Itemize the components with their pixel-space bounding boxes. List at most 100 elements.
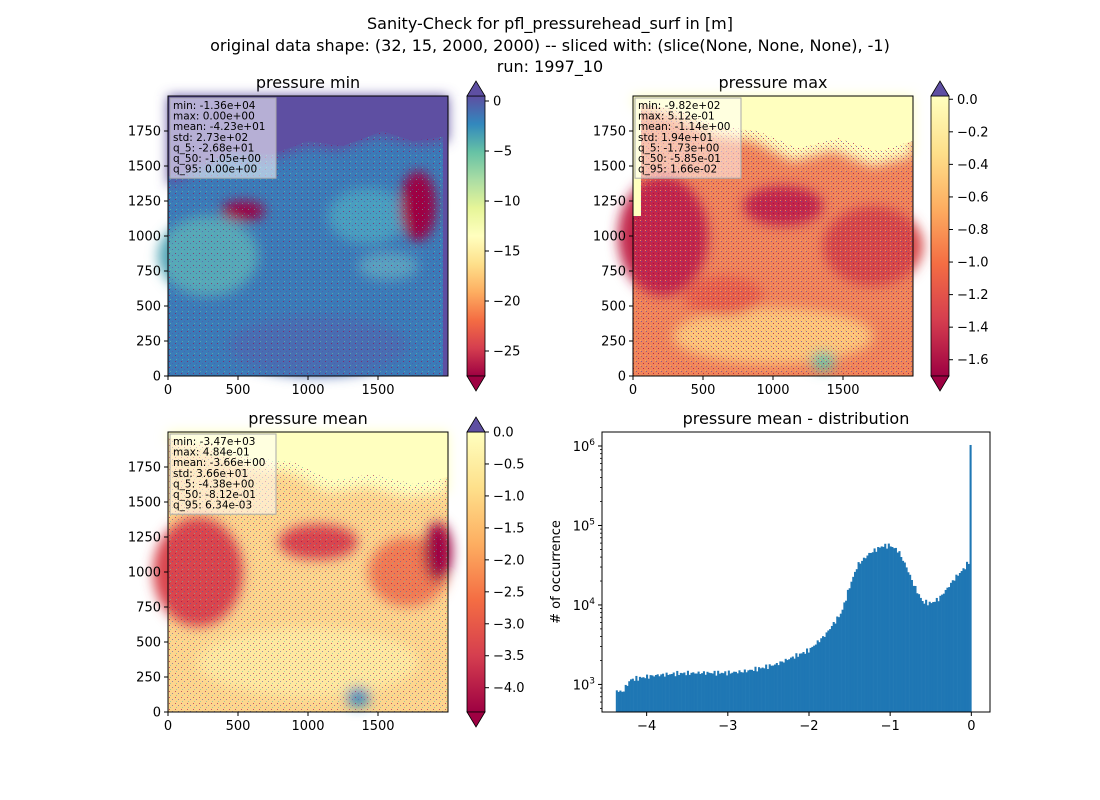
x-tick-label: −2 (799, 719, 818, 734)
histogram-bar (784, 658, 787, 712)
colorbar-tick-label: −20 (493, 295, 520, 310)
histogram-bar (727, 670, 730, 712)
histogram-bar (779, 661, 782, 712)
histogram-bar (949, 582, 953, 712)
y-tick-label: 250 (136, 671, 161, 686)
colorbar-tick-label: −25 (493, 345, 520, 360)
y-tick-label: 1000 (128, 566, 161, 581)
histogram-bar (948, 587, 951, 712)
histogram-bar (896, 552, 899, 712)
stats-line: min: -9.82e+02 (638, 100, 720, 112)
histogram-bar (807, 652, 810, 712)
histogram-bar (864, 558, 867, 712)
histogram-bar (830, 625, 833, 712)
colorbar: 0.0 −0.2 −0.4 −0.6 −0.8 −1.0 −1.2 −1.4 −1.6 (930, 80, 989, 392)
histogram-bar (619, 690, 622, 712)
y-tick-label: 0 (153, 370, 161, 385)
histogram-bar (722, 673, 725, 712)
y-tick-label: 0 (618, 370, 626, 385)
histogram-bar (690, 672, 693, 712)
histogram-bar (633, 680, 636, 712)
histogram-bar (953, 580, 956, 712)
histogram-bar (905, 567, 908, 712)
x-tick-label: −3 (718, 719, 737, 734)
histogram-bar (704, 674, 707, 712)
histogram-bar (646, 674, 649, 712)
y-tick-label: 500 (601, 300, 626, 315)
histogram-bar (715, 675, 718, 712)
histogram-bar (814, 644, 817, 712)
histogram-bar (733, 671, 736, 712)
histogram-bar (798, 653, 801, 712)
histogram-bar (861, 560, 864, 712)
histogram-bar (622, 691, 625, 712)
histogram-bar (875, 551, 878, 712)
histogram-bar (752, 670, 755, 712)
histogram-bar (823, 636, 826, 712)
x-tick-label: 0 (164, 383, 172, 398)
histogram-bar (960, 571, 963, 712)
histogram-bar (685, 675, 688, 712)
colorbar-tick-label: −3.0 (493, 617, 525, 632)
histogram-bar (937, 601, 940, 712)
histogram-bar (829, 629, 832, 712)
histogram-bar (951, 580, 954, 712)
histogram-bar (900, 556, 903, 712)
colorbar-extend-max (930, 80, 950, 97)
figure-title-line-2: original data shape: (32, 15, 2000, 2000… (210, 36, 890, 55)
histogram-bar (820, 638, 823, 712)
histogram-bar (683, 672, 686, 712)
histogram-bar (919, 597, 922, 712)
panel-title: pressure max (718, 73, 827, 92)
histogram-bar (791, 656, 794, 712)
histogram-bar (841, 609, 844, 712)
y-tick-label: 1750 (128, 125, 161, 140)
histogram-bar (699, 673, 702, 712)
histogram-bar (843, 602, 846, 712)
colorbar-tick-label: −1.5 (493, 521, 525, 536)
x-tick-label: 500 (226, 383, 251, 398)
histogram-bar (637, 680, 640, 712)
histogram-bar (907, 572, 910, 712)
histogram-bar (886, 548, 889, 712)
colorbar-body (466, 431, 486, 713)
histogram-bar (734, 671, 737, 712)
histogram-bar (894, 547, 897, 712)
stats-line: q_95: 0.00e+00 (173, 164, 257, 176)
stats-box (169, 97, 277, 179)
histogram-bar (681, 673, 684, 712)
histogram-bar (630, 679, 633, 712)
stats-line: q_95: 1.66e-02 (638, 164, 717, 176)
histogram-bar (770, 665, 773, 712)
x-tick-label: 0 (967, 719, 975, 734)
histogram-bar (672, 672, 675, 712)
panel-title: pressure mean - distribution (683, 409, 910, 428)
histogram-bar (663, 676, 666, 712)
histogram-bar (676, 670, 679, 712)
histogram-bar (825, 632, 828, 712)
x-tick-label: 500 (226, 719, 251, 734)
stats-line: q_50: -1.05e+00 (173, 153, 261, 165)
histogram-bar (768, 664, 771, 712)
stats-line: max: 5.12e-01 (638, 111, 715, 123)
colorbar-tick-label: −2.0 (493, 553, 525, 568)
histogram-bar (933, 601, 937, 712)
stats-line: q_50: -8.12e-01 (173, 489, 256, 501)
stats-line: std: 3.66e+01 (173, 468, 248, 480)
histogram-bar (694, 673, 697, 712)
histogram-bar (720, 672, 723, 712)
colorbar-extend-max (466, 80, 486, 97)
histogram-bar (761, 667, 764, 712)
histogram-bar (624, 684, 627, 712)
histogram-bar (617, 691, 620, 712)
histogram-bar (838, 617, 841, 712)
histogram-bar (804, 653, 807, 712)
histogram-bar (925, 599, 928, 712)
histogram-bar (921, 600, 924, 712)
stats-line: std: 1.94e+01 (638, 132, 713, 144)
histogram-bar (880, 546, 883, 712)
histogram-bar (967, 563, 970, 712)
histogram-bar (736, 673, 739, 712)
colorbar-tick-label: −1.2 (957, 288, 989, 303)
stats-line: q_5: -2.68e+01 (173, 142, 254, 154)
